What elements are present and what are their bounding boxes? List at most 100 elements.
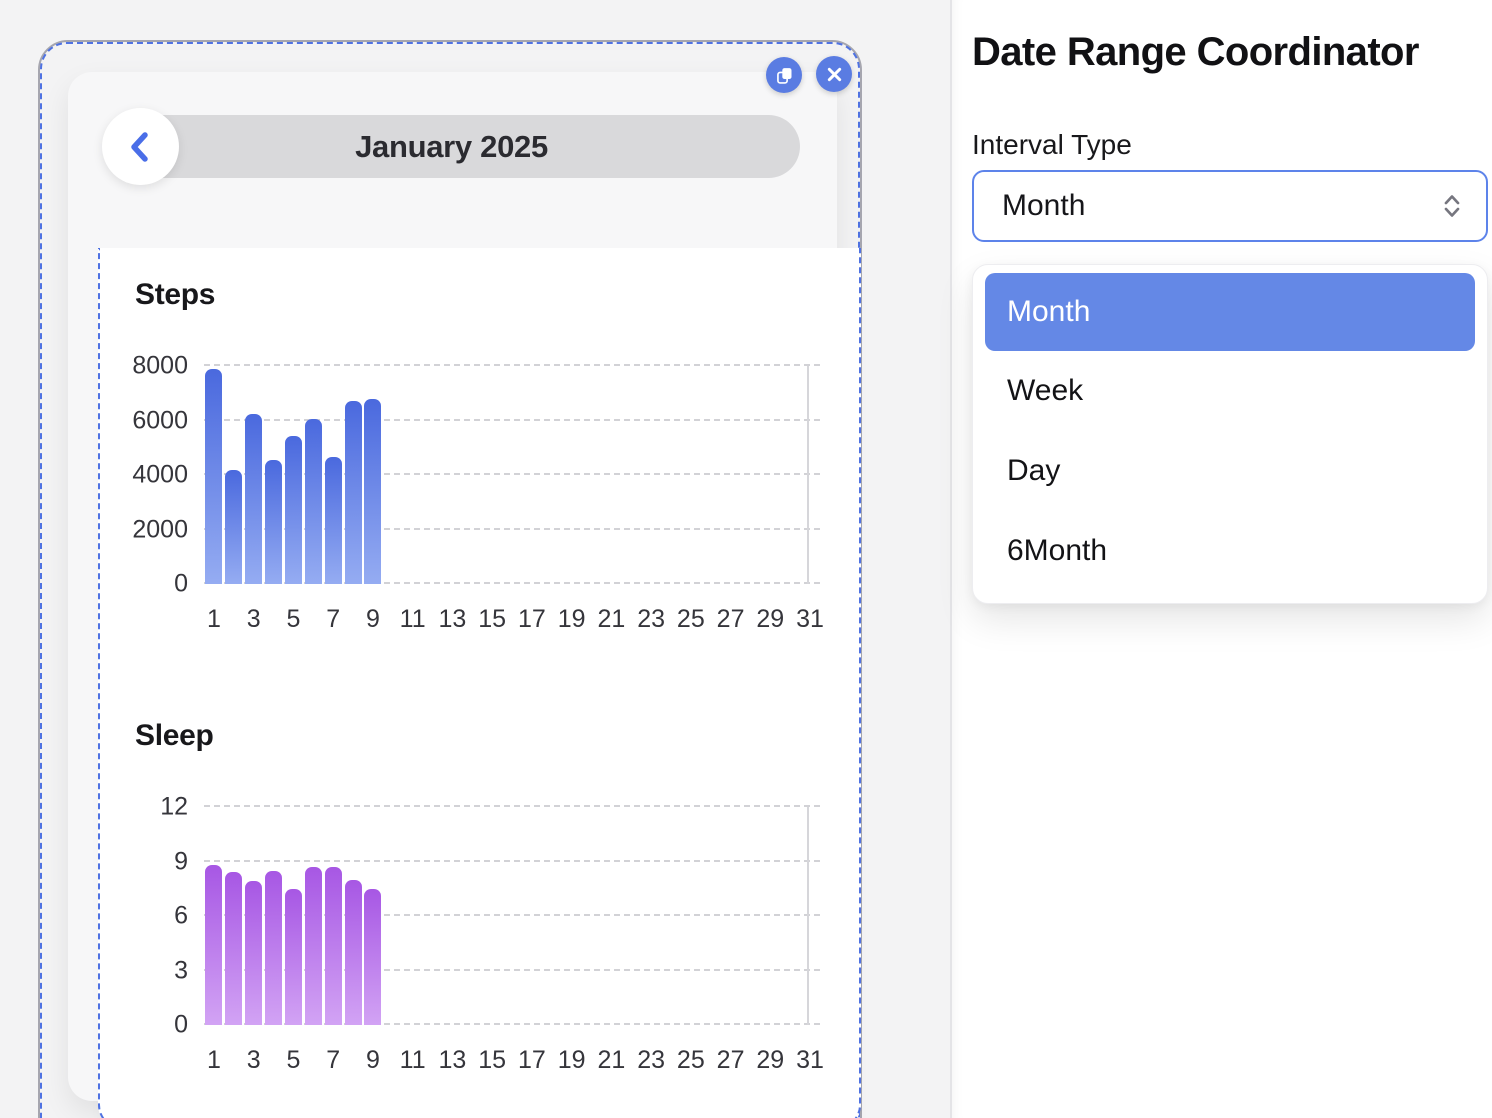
y-tick-label: 6 [174,901,188,930]
gridline [204,1023,820,1025]
option-week[interactable]: Week [1007,374,1084,407]
y-tick-label: 12 [160,792,188,821]
x-tick-label: 7 [326,605,341,633]
x-tick-label: 23 [637,605,665,633]
panel-title: Date Range Coordinator [972,30,1419,74]
bar-day-2[interactable] [225,469,243,584]
interval-type-label: Interval Type [972,129,1132,160]
sleep-plot [204,805,820,1025]
x-tick-label: 13 [438,605,467,633]
bar-day-1[interactable] [205,368,223,584]
bar-day-5[interactable] [284,435,302,584]
x-axis: 1 3 5 7 9 11 13 15 17 19 21 23 25 27 29 31 [204,1046,824,1079]
copy-icon [774,65,795,86]
bar-day-3[interactable] [245,413,263,584]
bar-day-1[interactable] [205,865,223,1025]
x-tick-label: 1 [206,1046,221,1074]
gridline [204,914,820,916]
x-tick-label: 29 [756,605,785,633]
bar-day-5[interactable] [284,888,302,1025]
sleep-chart: Sleep 0 3 6 9 12 1 3 5 7 9 11 13 15 17 19 21 23 25 27 29 31 [100,719,859,1089]
select-value: Month [1002,189,1086,222]
y-axis: 0 3 6 9 12 [100,794,188,1037]
x-tick-label: 17 [517,1046,546,1074]
option-month[interactable]: Month [985,273,1475,351]
option-6month[interactable]: 6Month [1007,534,1108,567]
x-tick-label: 7 [326,1046,341,1074]
bar-day-3[interactable] [245,881,263,1025]
chart-title: Steps [135,278,216,311]
gridline [204,859,820,862]
period-title: January 2025 [355,128,548,164]
bar-day-9[interactable] [364,888,382,1025]
x-tick-label: 27 [716,1046,745,1074]
bar-day-4[interactable] [265,870,283,1025]
x-tick-label: 27 [716,605,745,633]
axis-line [807,807,809,1025]
y-tick-label: 0 [174,569,188,598]
x-tick-label: 19 [557,605,586,633]
gridline [204,582,820,584]
x-tick-label: 25 [676,1046,705,1074]
close-button[interactable] [816,56,852,92]
bar-day-8[interactable] [344,879,362,1025]
chevrons-up-down-icon [1440,190,1464,222]
chevron-left-icon [126,130,156,164]
x-tick-label: 3 [246,1046,261,1074]
x-tick-label: 3 [246,605,261,633]
x-tick-label: 13 [438,1046,467,1074]
y-tick-label: 9 [174,847,188,875]
y-axis: 0 2000 4000 6000 8000 [100,353,188,596]
bar-day-7[interactable] [324,866,342,1025]
x-tick-label: 19 [557,1046,586,1074]
bar-day-6[interactable] [304,419,322,584]
x-tick-label: 31 [796,605,824,633]
x-tick-label: 11 [399,605,426,633]
x-tick-label: 17 [517,605,546,633]
x-tick-label: 21 [597,605,626,633]
x-tick-label: 5 [286,1046,301,1074]
inspector-panel: Date Range Coordinator Interval Type Mon… [950,0,1492,1118]
bar-day-8[interactable] [344,401,362,584]
bar-day-4[interactable] [265,460,283,584]
x-tick-label: 23 [637,1046,665,1074]
bar-day-9[interactable] [364,398,382,584]
x-tick-label: 21 [597,1046,626,1074]
option-day[interactable]: Day [1007,454,1061,487]
period-pill: January 2025 [102,108,800,185]
y-tick-label: 4000 [132,460,188,489]
bar-day-6[interactable] [304,866,322,1025]
gridline [204,364,820,366]
gridline [204,527,820,530]
bar-day-2[interactable] [225,872,243,1025]
gridline [204,968,820,971]
gridline [204,805,820,807]
interval-select[interactable]: Month [972,170,1488,242]
chart-title: Sleep [135,719,214,752]
x-tick-label: 9 [365,605,380,633]
interval-options-menu: Month Week Day 6Month [972,264,1488,604]
charts-card[interactable]: Steps 0 2000 4000 6000 8000 1 3 5 7 9 11 13 15 17 19 2… [98,248,861,1118]
copy-button[interactable] [766,57,802,93]
x-axis: 1 3 5 7 9 11 13 15 17 19 21 23 25 27 29 31 [204,605,824,638]
y-tick-label: 8000 [132,351,188,380]
x-tick-label: 1 [206,605,221,633]
x-tick-label: 31 [796,1046,824,1074]
x-tick-label: 11 [399,1046,426,1074]
steps-chart: Steps 0 2000 4000 6000 8000 1 3 5 7 9 11 13 15 17 19 2… [100,278,859,648]
x-tick-label: 5 [286,605,301,633]
steps-plot [204,364,820,584]
gridline [204,473,820,475]
x-tick-label: 29 [756,1046,785,1074]
x-tick-label: 15 [478,1046,507,1074]
axis-line [807,366,809,584]
y-tick-label: 0 [174,1010,188,1039]
back-button[interactable] [102,108,179,185]
y-tick-label: 3 [174,956,188,984]
bar-day-7[interactable] [324,457,342,584]
x-tick-label: 25 [676,605,705,633]
x-tick-label: 9 [365,1046,380,1074]
